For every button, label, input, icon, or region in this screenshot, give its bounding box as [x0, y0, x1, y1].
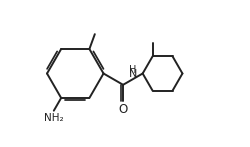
Text: N: N — [129, 69, 137, 79]
Text: NH₂: NH₂ — [44, 113, 64, 123]
Text: H: H — [129, 65, 136, 75]
Text: O: O — [118, 103, 128, 116]
